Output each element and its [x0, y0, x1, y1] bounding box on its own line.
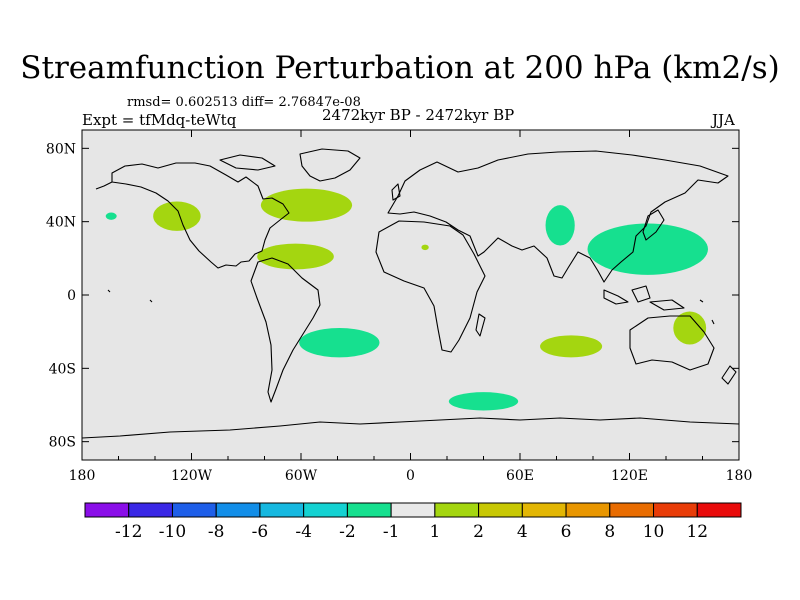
colorbar-swatch: [84, 502, 130, 518]
anomaly-north-pacific-east-positive: [153, 201, 201, 231]
colorbar-swatch: [521, 502, 567, 518]
lat-tick-label: 40N: [46, 215, 76, 231]
lon-tick-label: 0: [406, 468, 415, 484]
anomaly-north-atlantic-positive: [260, 188, 353, 222]
colorbar-label: 2: [473, 522, 484, 542]
coast-africa: [375, 220, 486, 353]
colorbar-label: -12: [115, 522, 142, 542]
colorbar-label: -4: [295, 522, 312, 542]
coast-aleutians: [95, 181, 113, 190]
colorbar-label: 12: [686, 522, 708, 542]
colorbar-swatch: [653, 502, 698, 518]
colorbar-label: -2: [339, 522, 356, 542]
coast-greenland: [299, 148, 361, 182]
coast-australia: [629, 315, 715, 371]
map-background: [82, 130, 739, 460]
lat-tick-label: 0: [67, 288, 76, 304]
colorbar-label: 4: [517, 522, 528, 542]
coast-pacific-islands: [107, 289, 715, 325]
plot-title: Streamfunction Perturbation at 200 hPa (…: [20, 50, 780, 86]
colorbar-label: 8: [604, 522, 615, 542]
lon-tick-label: 120W: [171, 468, 213, 484]
season-label: JJA: [712, 111, 735, 129]
coast-south-america: [250, 257, 321, 403]
coastlines: [82, 148, 739, 439]
lon-tick-label: 180: [69, 468, 96, 484]
anomaly-north-pacific-west-small-negative: [105, 212, 117, 220]
colorbar-label: -6: [252, 522, 269, 542]
lat-tick-label: 40S: [49, 361, 76, 377]
colorbar-swatch: [215, 502, 261, 518]
colorbar-swatch: [346, 502, 392, 518]
coast-madagascar: [475, 313, 486, 337]
lat-tick-label: 80S: [49, 435, 76, 451]
anomaly-australia-positive: [673, 311, 707, 345]
colorbar-swatch: [696, 502, 742, 518]
coast-indonesia: [603, 285, 685, 311]
coast-north-america: [111, 162, 290, 269]
colorbar-swatch: [171, 502, 217, 518]
coast-eurasia: [387, 150, 729, 283]
map-axes: 80N 40N 0 40S 80S 180 120W 60W 0 60E 120E 180: [46, 130, 752, 484]
colorbar-swatch: [303, 502, 348, 518]
colorbar-label: -8: [208, 522, 225, 542]
colorbar-swatch: [478, 502, 523, 518]
anomaly-east-asia-negative: [587, 223, 708, 275]
period-label: 2472kyr BP - 2472kyr BP: [322, 106, 515, 124]
lon-tick-label: 60W: [285, 468, 318, 484]
colorbar-swatch: [259, 502, 305, 518]
coast-japan: [642, 209, 665, 241]
colorbar-swatch: [609, 502, 655, 518]
lat-tick-label: 80N: [46, 141, 76, 157]
colorbar-swatch: [565, 502, 611, 518]
coast-antarctica: [82, 417, 739, 439]
rmsd-diff-line: rmsd= 0.602513 diff= 2.76847e-08: [127, 95, 361, 110]
colorbar-label: 10: [643, 522, 665, 542]
experiment-label: Expt = tfMdq-teWtq: [82, 111, 237, 129]
coast-arctic-islands: [219, 154, 276, 171]
colorbar-label: 6: [561, 522, 572, 542]
anomaly-sahara-small-positive: [421, 244, 429, 251]
anomaly-indian-ocean-positive: [540, 335, 603, 358]
lon-tick-label: 60E: [506, 468, 534, 484]
colorbar-label: 1: [429, 522, 440, 542]
anomaly-layer: [105, 188, 708, 411]
coast-new-zealand: [721, 365, 737, 385]
colorbar-swatch: [434, 502, 480, 518]
anomaly-southern-ocean-negative: [448, 392, 519, 411]
colorbar: -12 -10 -8 -6 -4 -2 -1 1 2 4 6 8 10 12: [84, 502, 742, 542]
anomaly-central-asia-negative: [545, 205, 575, 246]
colorbar-label: -10: [159, 522, 186, 542]
colorbar-label: -1: [383, 522, 400, 542]
colorbar-swatch: [390, 502, 436, 518]
anomaly-caribbean-positive: [257, 243, 334, 270]
lon-tick-label: 180: [726, 468, 753, 484]
colorbar-swatch: [128, 502, 173, 518]
lon-tick-label: 120E: [611, 468, 648, 484]
coast-british-isles: [391, 183, 401, 201]
anomaly-south-atlantic-negative: [299, 328, 380, 358]
